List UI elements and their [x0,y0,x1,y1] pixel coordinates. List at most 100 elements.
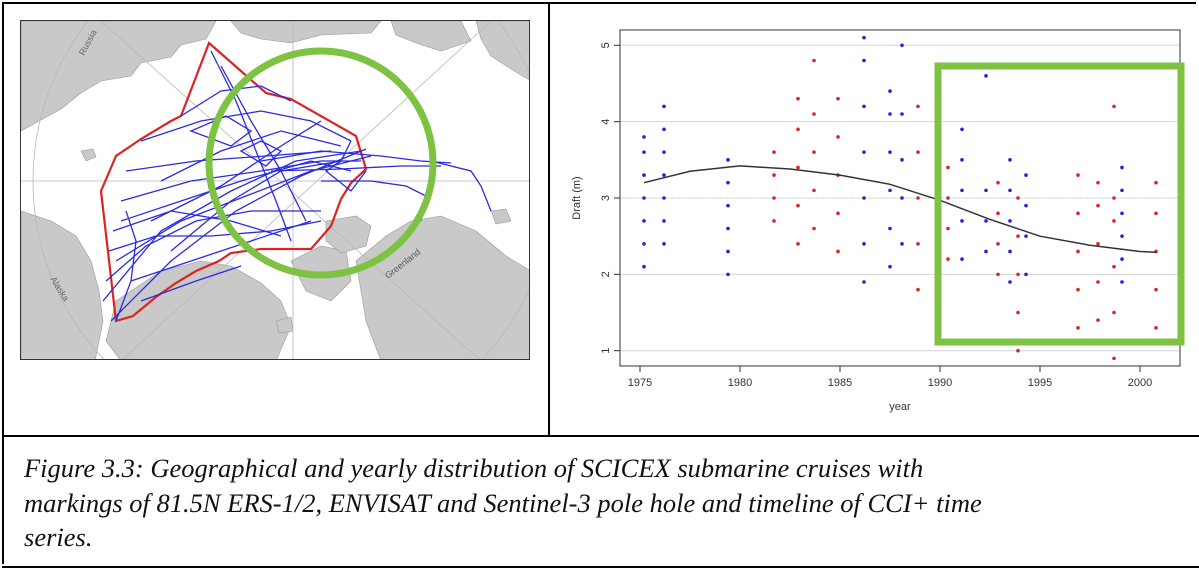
data-point [726,203,730,208]
data-point [812,58,816,63]
figure-caption: Figure 3.3: Geographical and yearly dist… [24,451,1184,555]
data-point [862,104,866,109]
data-point [726,249,730,254]
data-point [862,196,866,200]
data-point [1076,211,1080,216]
data-point [888,264,892,269]
data-point [662,196,666,200]
data-point [960,257,964,261]
data-point [1096,180,1100,185]
data-point [1112,356,1116,361]
caption-line-2: markings of 81.5N ERS-1/2, ENVISAT and S… [24,487,982,518]
siberia-islands [390,21,472,52]
data-point [1120,165,1124,170]
data-point [662,127,666,132]
data-point [772,173,776,177]
data-point [796,127,800,132]
data-point [960,158,964,162]
data-point [1076,326,1080,330]
data-point [862,58,866,63]
data-point [996,180,1000,185]
data-point [642,196,646,200]
data-point [946,257,950,261]
canada-islands [105,260,292,359]
data-point [1096,242,1100,246]
data-point [862,150,866,154]
data-point [642,173,646,177]
data-point [1024,272,1028,277]
data-point [960,219,964,223]
data-point [1120,257,1124,261]
table-bottom-border [2,566,1199,568]
data-point [862,280,866,284]
data-point [946,196,950,200]
data-point [1024,234,1028,238]
data-point [772,196,776,200]
data-point [946,226,950,231]
data-point [812,226,816,231]
data-point [836,211,840,216]
data-point [642,264,646,269]
data-point [642,150,646,154]
data-point [984,74,988,78]
svalbard-east [475,21,529,81]
data-point [796,165,800,170]
data-point [1016,310,1020,315]
x-tick-label: 1985 [828,377,852,389]
data-point [888,150,892,154]
chart-svg: 1975 1980 1985 1990 1995 2000 1 2 3 4 5 year Draft (… [571,29,1185,413]
data-point [1112,196,1116,200]
table-column-divider [548,2,550,436]
data-point [1076,249,1080,254]
x-tick-label: 1975 [628,377,652,389]
data-point [1016,234,1020,238]
data-point [1154,287,1158,292]
data-point [900,43,904,48]
data-point [1024,173,1028,177]
points-layer [642,35,1158,361]
data-point [916,287,920,292]
data-point [662,150,666,154]
data-point [996,272,1000,277]
data-point [1008,158,1012,162]
data-point [916,242,920,246]
data-point [1120,280,1124,284]
data-point [812,112,816,116]
data-point [836,135,840,139]
data-point [1112,310,1116,315]
data-point [1008,249,1012,254]
data-point [900,196,904,200]
data-point [796,96,800,101]
data-point [1154,211,1158,216]
data-point [1076,287,1080,292]
data-point [862,35,866,40]
data-point [984,188,988,193]
map-svg: Russia Alaska Greenland [21,21,529,359]
x-axis-label: year [889,401,911,413]
data-point [1120,188,1124,193]
land-masses [21,21,529,359]
data-point [960,188,964,193]
data-point [1154,180,1158,185]
grid-layer [620,44,1180,352]
data-point [984,219,988,223]
data-point [726,272,730,277]
y-axis-label: Draft (m) [571,176,583,219]
data-point [888,226,892,231]
data-point [1016,348,1020,353]
x-tick-label: 1990 [928,377,952,389]
data-point [1154,326,1158,330]
franz-josef [80,148,97,162]
data-point [796,203,800,208]
data-point [1024,203,1028,208]
sentinel-pole-hole-circle [205,47,437,279]
data-point [662,219,666,223]
arctic-cruise-map: Russia Alaska Greenland [20,20,530,360]
table-row-divider [2,435,1199,437]
y-tick-label: 2 [600,271,612,277]
data-point [900,112,904,116]
caption-line-3: series. [24,522,93,552]
data-point [996,242,1000,246]
data-point [642,242,646,246]
y-tick-label: 3 [600,195,612,201]
